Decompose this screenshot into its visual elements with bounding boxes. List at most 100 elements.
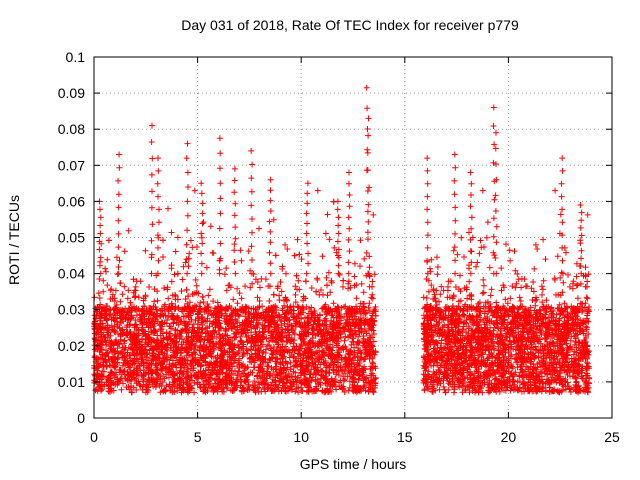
data-point bbox=[534, 246, 541, 252]
data-point bbox=[530, 279, 537, 285]
data-point bbox=[295, 277, 302, 284]
data-point bbox=[231, 241, 238, 248]
data-point bbox=[135, 294, 142, 301]
data-point bbox=[178, 288, 185, 294]
data-point bbox=[346, 384, 353, 391]
data-point bbox=[573, 273, 580, 280]
data-point bbox=[185, 366, 192, 372]
data-point bbox=[242, 313, 249, 320]
data-point bbox=[341, 304, 347, 310]
data-point bbox=[100, 277, 107, 284]
data-point bbox=[191, 187, 198, 194]
data-point bbox=[302, 278, 309, 285]
data-point bbox=[323, 274, 330, 281]
data-point bbox=[423, 295, 430, 301]
data-point bbox=[238, 295, 245, 302]
data-point bbox=[95, 290, 102, 297]
data-point bbox=[199, 293, 206, 300]
data-point bbox=[121, 248, 128, 255]
data-point bbox=[210, 298, 217, 305]
data-point bbox=[102, 265, 109, 272]
data-point bbox=[371, 331, 377, 337]
data-point bbox=[238, 257, 245, 264]
data-point bbox=[160, 254, 166, 260]
data-point bbox=[205, 292, 212, 299]
data-point bbox=[103, 268, 109, 275]
data-point bbox=[582, 264, 589, 271]
data-point bbox=[223, 265, 230, 272]
data-point bbox=[142, 247, 149, 254]
data-point bbox=[326, 236, 333, 243]
data-point bbox=[237, 247, 244, 254]
data-point bbox=[198, 234, 205, 241]
data-point bbox=[476, 250, 483, 257]
data-point bbox=[171, 271, 178, 278]
data-point bbox=[235, 312, 242, 319]
data-point bbox=[366, 283, 373, 290]
data-point bbox=[119, 326, 126, 333]
data-point bbox=[368, 294, 375, 301]
data-point bbox=[480, 282, 487, 289]
data-point bbox=[185, 263, 192, 270]
data-point bbox=[191, 389, 198, 396]
data-point bbox=[506, 247, 513, 254]
data-point bbox=[249, 280, 256, 287]
data-point bbox=[203, 264, 210, 271]
data-point bbox=[107, 332, 114, 339]
data-point bbox=[477, 237, 484, 244]
data-point bbox=[345, 387, 352, 394]
data-point bbox=[369, 291, 376, 298]
data-point bbox=[277, 279, 284, 285]
data-point bbox=[168, 262, 175, 269]
data-point bbox=[342, 333, 349, 340]
data-point bbox=[234, 300, 241, 307]
data-point bbox=[266, 298, 273, 304]
data-point bbox=[161, 285, 168, 292]
data-point bbox=[121, 337, 128, 344]
data-point bbox=[292, 291, 299, 298]
data-point bbox=[270, 291, 277, 298]
data-point bbox=[188, 237, 194, 244]
data-point bbox=[370, 211, 377, 218]
data-point bbox=[152, 384, 159, 391]
data-point bbox=[206, 286, 213, 293]
data-point bbox=[178, 389, 185, 396]
data-point bbox=[340, 277, 347, 284]
data-point bbox=[480, 289, 487, 296]
data-point bbox=[498, 265, 505, 272]
data-point bbox=[157, 389, 164, 396]
data-point bbox=[366, 264, 373, 271]
data-point bbox=[366, 300, 373, 307]
data-point bbox=[365, 304, 372, 311]
data-point bbox=[137, 278, 144, 285]
data-point bbox=[324, 292, 331, 299]
data-point bbox=[308, 285, 315, 291]
data-point bbox=[204, 301, 211, 307]
data-point bbox=[284, 246, 291, 252]
data-point bbox=[336, 271, 343, 278]
data-point bbox=[183, 286, 190, 293]
data-point bbox=[319, 253, 326, 260]
data-point bbox=[451, 389, 457, 396]
data-point bbox=[124, 295, 131, 302]
data-point bbox=[141, 303, 147, 310]
data-point bbox=[242, 283, 249, 290]
data-point bbox=[353, 303, 360, 310]
data-point bbox=[251, 378, 258, 385]
data-point bbox=[117, 280, 124, 287]
data-point bbox=[197, 299, 204, 306]
data-point bbox=[278, 318, 285, 325]
data-point bbox=[174, 270, 181, 277]
data-point bbox=[257, 284, 263, 291]
data-point bbox=[454, 251, 461, 258]
data-point bbox=[256, 225, 262, 232]
data-point bbox=[133, 312, 140, 319]
data-point bbox=[125, 287, 132, 294]
data-point bbox=[353, 295, 360, 302]
data-point bbox=[104, 256, 111, 263]
data-point bbox=[168, 278, 175, 285]
data-point bbox=[100, 288, 107, 295]
data-point bbox=[466, 278, 473, 285]
data-point bbox=[179, 276, 186, 283]
data-point bbox=[324, 211, 331, 218]
